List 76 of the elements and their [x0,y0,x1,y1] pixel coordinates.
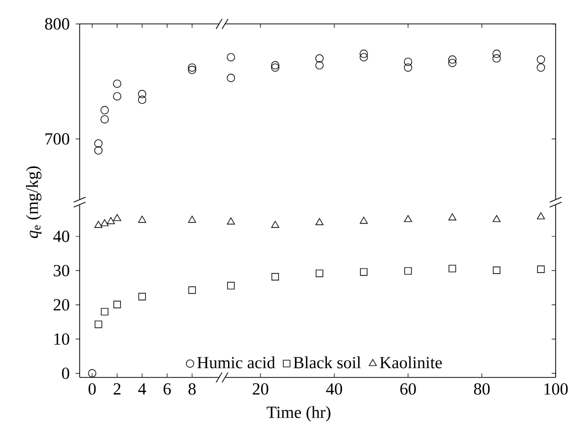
x-tick-label: 60 [400,383,416,395]
point [113,214,122,221]
point [188,216,196,223]
point [404,267,412,275]
x-tick-label: 6 [164,383,171,395]
point [404,58,412,66]
point [492,50,501,58]
point [360,216,368,224]
point [448,58,456,68]
x-tick-label: 40 [326,383,342,395]
point [188,286,196,294]
point [315,61,324,70]
point [536,55,546,64]
point [226,74,236,82]
point [492,266,500,274]
point [188,66,196,74]
point [537,265,545,273]
point [138,292,146,300]
y-tick-label: 30 [54,264,70,276]
point [106,217,115,224]
x-axis-title: Time (hr) [266,406,330,422]
point [271,272,279,280]
point [536,212,545,220]
point [316,270,324,277]
point [94,220,102,228]
point [94,146,103,154]
point [226,53,236,62]
point [100,106,109,114]
point [188,63,196,72]
x-tick-label: 4 [138,383,146,394]
point [100,219,109,226]
point [94,320,102,328]
y-tick-label: 10 [54,333,70,345]
point [404,214,412,222]
point [536,63,546,72]
point [113,92,122,100]
legend-label: Black soil [294,356,361,368]
y-tick-label: 20 [54,299,70,310]
point [138,90,146,98]
point [360,53,368,62]
point [94,139,103,148]
point [360,50,368,58]
point [100,115,109,124]
point [138,216,146,223]
point [271,61,280,70]
point [113,300,121,308]
point [227,282,235,290]
point [113,79,122,88]
point [448,213,456,220]
x-tick-label: 0 [88,383,96,395]
point [316,218,324,226]
point [448,264,456,272]
point [138,96,146,104]
point [88,369,96,378]
y-tick-label: 40 [53,230,70,242]
x-tick-label: 20 [252,383,268,395]
y-axis-title: q$_{e}$ (mg/kg) [26,166,42,238]
point [492,214,501,222]
legend-label: Humic acid [197,356,276,368]
point [492,54,501,62]
point [315,54,324,62]
point [360,268,368,276]
point [226,217,235,224]
point [404,63,412,72]
point [448,55,456,64]
x-tick-label: 8 [188,383,196,395]
y-tick-label: 0 [62,367,70,379]
y-tick-label: 700 [46,133,70,145]
point [271,220,280,228]
point [100,308,108,316]
x-tick-label: 80 [474,383,490,395]
legend-label: Kaolinite [380,356,442,368]
x-tick-label: 2 [114,383,120,394]
point [271,63,280,72]
y-tick-label: 800 [45,18,70,30]
x-tick-label: 100 [544,383,568,395]
